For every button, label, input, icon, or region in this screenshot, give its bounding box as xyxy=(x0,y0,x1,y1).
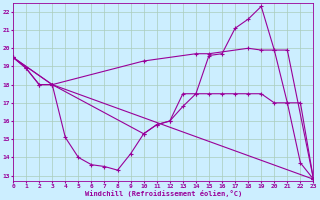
X-axis label: Windchill (Refroidissement éolien,°C): Windchill (Refroidissement éolien,°C) xyxy=(84,190,242,197)
